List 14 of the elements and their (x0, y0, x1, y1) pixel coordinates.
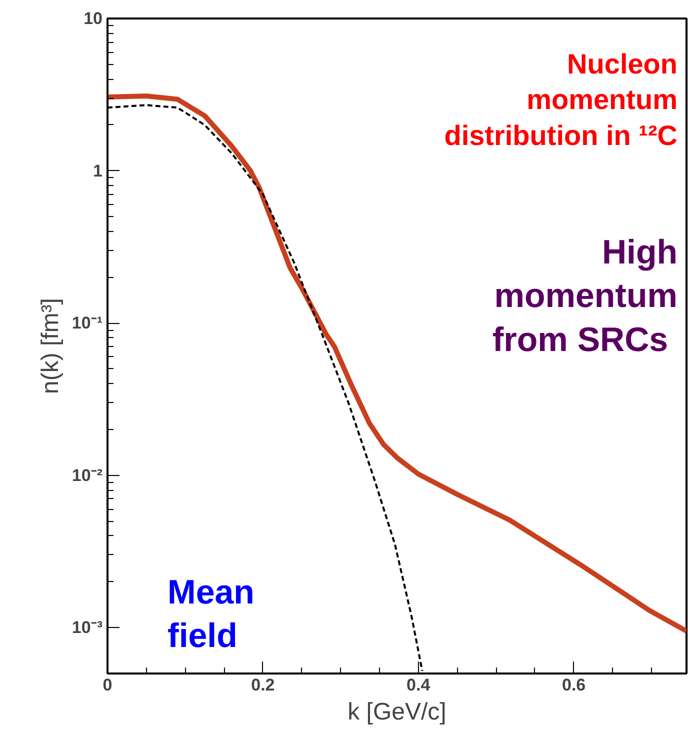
y-tick-label: 10 (84, 9, 103, 28)
x-tick-label: 0.6 (562, 676, 586, 694)
x-tick-label: 0.2 (251, 676, 275, 694)
annotation: Mean field (168, 574, 254, 656)
x-tick-label: 0.4 (406, 676, 431, 694)
x-tick-label: 0 (102, 676, 112, 694)
y-axis-title: n(k) [fm³] (36, 298, 64, 394)
y-tick-label: 10⁻¹ (72, 314, 103, 333)
y-tick-label: 10⁻² (72, 466, 103, 485)
annotation: High momentum from SRCs (492, 234, 678, 359)
y-tick-label: 10⁻³ (72, 618, 103, 638)
y-tick-label: 1 (93, 161, 103, 180)
x-axis-title: k [GeV/c] (348, 698, 446, 726)
annotation: Nucleon momentum distribution in ¹²C (444, 48, 678, 151)
